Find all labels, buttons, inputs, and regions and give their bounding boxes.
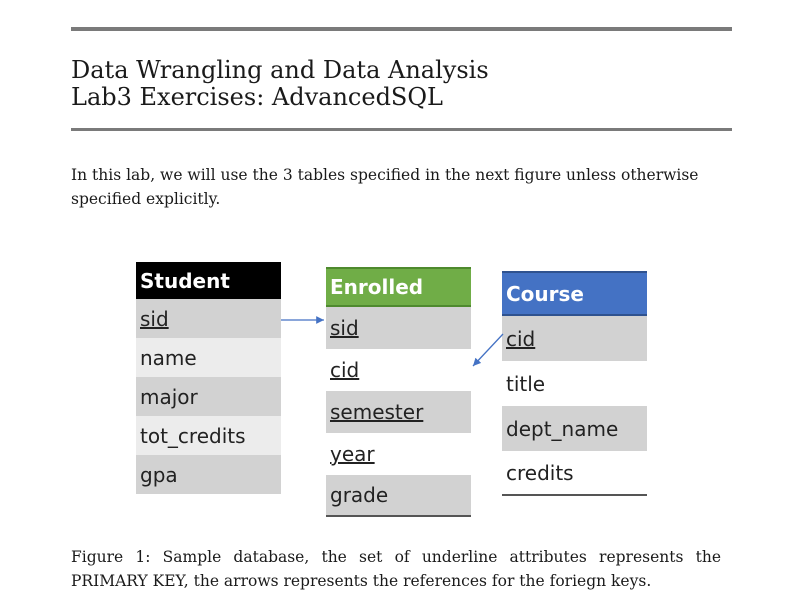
title-line-1: Data Wrangling and Data Analysis	[71, 56, 489, 84]
course-field-title: title	[502, 361, 647, 406]
student-field-name: name	[136, 338, 281, 377]
top-rule	[71, 27, 732, 31]
course-table-header: Course	[502, 271, 647, 316]
student-field-sid: sid	[136, 299, 281, 338]
enrolled-field-grade: grade	[326, 475, 471, 517]
student-field-major: major	[136, 377, 281, 416]
bottom-rule	[71, 128, 732, 131]
student-field-gpa: gpa	[136, 455, 281, 494]
student-field-tot-credits: tot_credits	[136, 416, 281, 455]
enrolled-table-header: Enrolled	[326, 267, 471, 307]
student-table-header: Student	[136, 262, 281, 299]
course-field-credits: credits	[502, 451, 647, 496]
student-table: Student sid name major tot_credits gpa	[136, 262, 281, 494]
document-title: Data Wrangling and Data Analysis Lab3 Ex…	[71, 57, 489, 111]
course-cid-to-enrolled-cid-arrow	[472, 333, 504, 367]
course-table: Course cid title dept_name credits	[502, 271, 647, 496]
enrolled-table: Enrolled sid cid semester year grade	[326, 267, 471, 517]
intro-paragraph: In this lab, we will use the 3 tables sp…	[71, 166, 699, 208]
figure-caption: Figure 1: Sample database, the set of un…	[71, 548, 721, 590]
course-field-dept-name: dept_name	[502, 406, 647, 451]
enrolled-field-sid: sid	[326, 307, 471, 349]
course-field-cid: cid	[502, 316, 647, 361]
enrolled-field-year: year	[326, 433, 471, 475]
enrolled-field-cid: cid	[326, 349, 471, 391]
title-line-2: Lab3 Exercises: AdvancedSQL	[71, 83, 443, 111]
enrolled-field-semester: semester	[326, 391, 471, 433]
